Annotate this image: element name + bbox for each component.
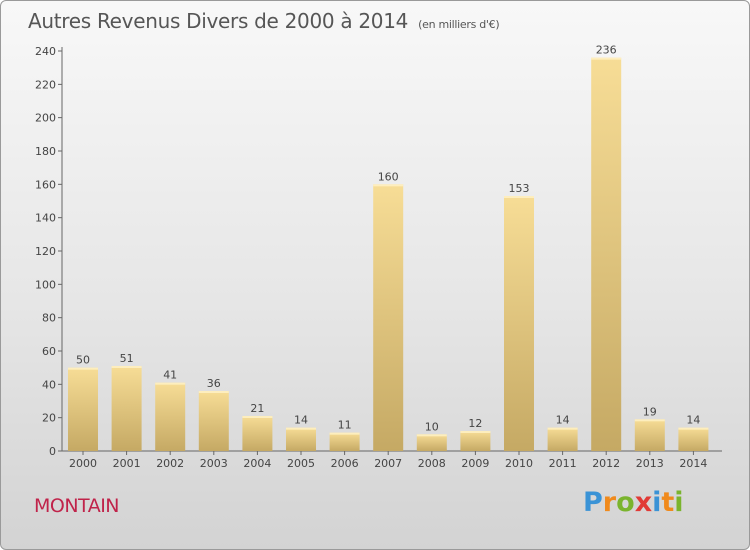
x-tick-label: 2006 [331, 457, 359, 470]
bar-value-label: 41 [163, 369, 177, 382]
bar-highlight [198, 391, 229, 393]
y-tick-label: 220 [35, 78, 56, 91]
x-tick-label: 2008 [418, 457, 446, 470]
bar-highlight [286, 427, 316, 430]
proxiti-logo: Proxiti [583, 487, 684, 518]
bar-highlight [329, 432, 360, 435]
y-tick-label: 120 [35, 245, 56, 258]
logo-letter: i [652, 487, 662, 518]
bar-value-label: 236 [596, 44, 617, 57]
bar [329, 432, 360, 451]
bar-value-label: 14 [556, 414, 570, 427]
bar [416, 434, 447, 451]
bar-highlight [678, 427, 709, 430]
y-tick-label: 160 [35, 178, 56, 191]
x-tick-label: 2003 [200, 457, 228, 470]
y-tick-label: 0 [49, 445, 56, 458]
logo-letter: i [674, 487, 684, 518]
bar-value-label: 153 [509, 182, 530, 195]
chart-title: Autres Revenus Divers de 2000 à 2014 (en… [28, 9, 500, 33]
bar [591, 57, 622, 452]
bar [373, 184, 404, 452]
x-tick-label: 2000 [69, 457, 97, 470]
bar [242, 416, 273, 451]
y-tick-label: 80 [42, 312, 56, 325]
bar-highlight [242, 416, 273, 418]
bar-value-label: 14 [686, 414, 700, 427]
y-tick-label: 200 [35, 112, 56, 125]
chart-subtitle: (en milliers d'€) [418, 18, 500, 31]
x-tick-label: 2014 [679, 457, 707, 470]
y-tick-label: 180 [35, 145, 56, 158]
bar [155, 382, 186, 451]
logo-letter: o [616, 487, 635, 518]
bar-highlight [373, 184, 404, 187]
x-tick-label: 2007 [374, 457, 402, 470]
x-tick-label: 2011 [549, 457, 577, 470]
logo-letter: x [634, 487, 653, 518]
bar-highlight [68, 367, 98, 370]
y-tick-label: 240 [35, 45, 56, 58]
bar-value-label: 12 [468, 417, 482, 430]
bar-highlight [460, 431, 491, 433]
bar-highlight [547, 427, 578, 430]
bar-value-label: 51 [120, 352, 134, 365]
logo-letter: t [661, 487, 675, 518]
bar [198, 391, 229, 451]
chart-title-text: Autres Revenus Divers de 2000 à 2014 [28, 9, 409, 33]
bar-highlight [111, 366, 142, 368]
bar-highlight [591, 57, 622, 60]
bar-highlight [416, 434, 447, 437]
bar [547, 427, 578, 451]
y-tick-label: 60 [42, 345, 56, 358]
bar-value-label: 50 [76, 354, 90, 367]
x-tick-label: 2010 [505, 457, 533, 470]
bar-highlight [155, 382, 186, 385]
x-tick-label: 2004 [243, 457, 271, 470]
y-tick-label: 140 [35, 212, 56, 225]
x-tick-label: 2001 [113, 457, 141, 470]
bar-highlight [504, 196, 534, 198]
bar-value-label: 10 [425, 420, 439, 433]
bar-value-label: 160 [378, 170, 399, 183]
bar-value-label: 19 [643, 405, 657, 418]
bar [634, 419, 665, 451]
bar-value-label: 21 [250, 402, 264, 415]
bar-value-label: 36 [207, 377, 221, 390]
x-tick-label: 2012 [592, 457, 620, 470]
logo-letter: P [583, 487, 603, 518]
commune-name: MONTAIN [34, 495, 120, 517]
logo-letter: r [602, 487, 617, 518]
x-tick-label: 2009 [461, 457, 489, 470]
bar [504, 196, 534, 451]
x-tick-label: 2005 [287, 457, 315, 470]
x-tick-label: 2002 [156, 457, 184, 470]
bar-highlight [634, 419, 665, 422]
bar-value-label: 14 [294, 414, 308, 427]
y-tick-label: 40 [42, 378, 56, 391]
bar [68, 367, 98, 451]
bar [460, 431, 491, 451]
bar [678, 427, 709, 451]
y-tick-label: 20 [42, 412, 56, 425]
bar-value-label: 11 [338, 419, 352, 432]
bar [111, 366, 142, 451]
y-tick-label: 100 [35, 278, 56, 291]
x-tick-label: 2013 [636, 457, 664, 470]
bar [286, 427, 316, 451]
